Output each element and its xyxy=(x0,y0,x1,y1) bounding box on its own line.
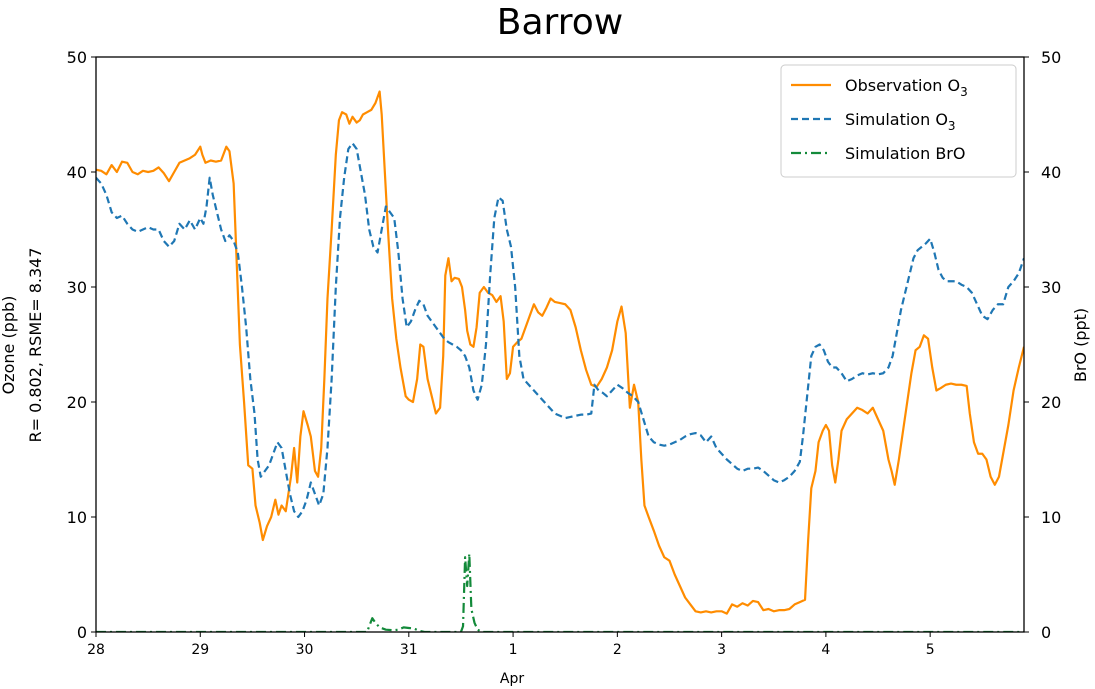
series-line-1 xyxy=(96,142,1024,519)
legend-label: Simulation O3 xyxy=(845,110,956,133)
y-tick-label-left: 50 xyxy=(67,48,87,67)
y-tick-label-right: 10 xyxy=(1041,508,1061,527)
y-tick-label-right: 0 xyxy=(1041,623,1051,642)
y-axis-label-right: BrO (ppt) xyxy=(1071,308,1090,382)
x-tick-label: 2 xyxy=(613,642,622,658)
y-tick-label-left: 40 xyxy=(67,163,87,182)
x-tick-label: 4 xyxy=(821,642,830,658)
x-tick-label: 3 xyxy=(717,642,726,658)
y-axis-label-left-line1: Ozone (ppb) xyxy=(0,296,18,395)
legend-label: Simulation BrO xyxy=(845,144,965,163)
legend-label: Observation O3 xyxy=(845,76,968,99)
x-tick-label: 31 xyxy=(400,642,418,658)
y-tick-label-right: 40 xyxy=(1041,163,1061,182)
y-tick-label-right: 50 xyxy=(1041,48,1061,67)
y-tick-label-left: 10 xyxy=(67,508,87,527)
plot-frame xyxy=(95,56,1025,633)
y-tick-label-right: 20 xyxy=(1041,393,1061,412)
y-tick-label-left: 0 xyxy=(77,623,87,642)
x-axis-label: Apr xyxy=(500,671,524,687)
y-tick-label-left: 30 xyxy=(67,278,87,297)
legend-frame xyxy=(780,64,1017,178)
legend: Observation O3 Simulation O3 Simulation Br… xyxy=(780,64,1017,178)
x-tick-label: 5 xyxy=(926,642,935,658)
y-axis-label-left-line2: R= 0.802, RSME= 8.347 xyxy=(26,247,45,442)
x-tick-label: 29 xyxy=(191,642,209,658)
x-tick-label: 30 xyxy=(296,642,314,658)
x-tick-label: 28 xyxy=(87,642,105,658)
chart-title: Barrow xyxy=(497,2,623,43)
series-line-2 xyxy=(96,552,1024,632)
y-tick-label-left: 20 xyxy=(67,393,87,412)
y-tick-label-right: 30 xyxy=(1041,278,1061,297)
x-tick-label: 1 xyxy=(509,642,518,658)
series-line-0 xyxy=(96,90,1024,615)
